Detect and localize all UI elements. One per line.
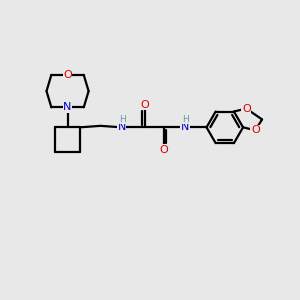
Text: H: H [182,115,189,124]
Text: O: O [140,100,149,110]
Text: O: O [251,125,260,135]
Text: O: O [63,70,72,80]
Text: O: O [242,103,251,114]
Text: H: H [119,115,126,124]
Text: N: N [181,122,189,132]
Text: N: N [118,122,126,132]
Text: O: O [160,145,168,155]
Text: N: N [63,102,72,112]
